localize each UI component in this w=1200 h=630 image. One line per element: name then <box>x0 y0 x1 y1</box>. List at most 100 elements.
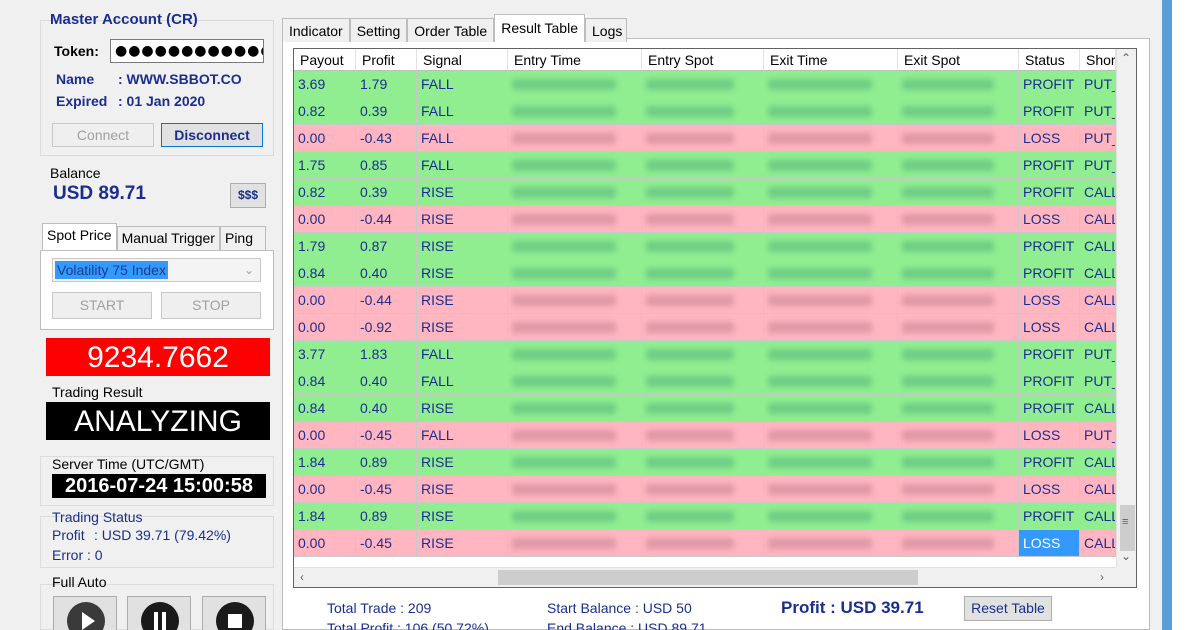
cell-signal[interactable]: FALL <box>417 98 508 125</box>
cell-short[interactable]: CALL <box>1080 314 1116 341</box>
cell-signal[interactable]: FALL <box>417 368 508 395</box>
table-row[interactable]: 0.84 0.40 RISE PROFIT CALL <box>294 395 1116 422</box>
cell-status[interactable]: PROFIT <box>1019 503 1080 530</box>
cell-payout[interactable]: 1.84 <box>294 503 356 530</box>
cell-profit[interactable]: 0.85 <box>356 152 417 179</box>
cell-status[interactable]: PROFIT <box>1019 71 1080 98</box>
col-signal[interactable]: Signal <box>417 49 508 71</box>
cell-entry-time[interactable] <box>508 368 642 395</box>
cell-entry-time[interactable] <box>508 503 642 530</box>
cell-exit-time[interactable] <box>764 530 898 557</box>
vertical-scrollbar[interactable]: ⌃ ≡ ⌄ <box>1116 49 1136 567</box>
cell-exit-time[interactable] <box>764 449 898 476</box>
cell-entry-time[interactable] <box>508 449 642 476</box>
cell-short[interactable]: CALL <box>1080 503 1116 530</box>
cell-payout[interactable]: 0.84 <box>294 260 356 287</box>
cell-payout[interactable]: 0.00 <box>294 422 356 449</box>
tab-ping[interactable]: Ping <box>219 226 266 250</box>
table-row[interactable]: 0.82 0.39 RISE PROFIT CALL <box>294 179 1116 206</box>
cell-status[interactable]: PROFIT <box>1019 179 1080 206</box>
cell-short[interactable]: PUT_ <box>1080 368 1116 395</box>
cell-profit[interactable]: -0.44 <box>356 206 417 233</box>
cell-short[interactable]: CALL <box>1080 476 1116 503</box>
col-status[interactable]: Status <box>1019 49 1080 71</box>
cell-entry-spot[interactable] <box>642 152 764 179</box>
cell-exit-time[interactable] <box>764 233 898 260</box>
cell-payout[interactable]: 3.77 <box>294 341 356 368</box>
cell-exit-time[interactable] <box>764 368 898 395</box>
tab-manual-trigger[interactable]: Manual Trigger <box>116 226 220 250</box>
cell-exit-spot[interactable] <box>898 287 1019 314</box>
cell-entry-time[interactable] <box>508 98 642 125</box>
cell-status[interactable]: PROFIT <box>1019 233 1080 260</box>
cell-exit-time[interactable] <box>764 179 898 206</box>
cell-signal[interactable]: FALL <box>417 341 508 368</box>
cell-exit-spot[interactable] <box>898 503 1019 530</box>
cell-entry-spot[interactable] <box>642 314 764 341</box>
cell-signal[interactable]: RISE <box>417 260 508 287</box>
cell-entry-time[interactable] <box>508 260 642 287</box>
horizontal-scrollbar[interactable]: ‹ › <box>294 567 1116 587</box>
cell-exit-spot[interactable] <box>898 179 1019 206</box>
tab-logs[interactable]: Logs <box>585 18 627 42</box>
cell-entry-spot[interactable] <box>642 71 764 98</box>
cell-signal[interactable]: FALL <box>417 422 508 449</box>
col-payout[interactable]: Payout <box>294 49 356 71</box>
cell-short[interactable]: PUT_ <box>1080 152 1116 179</box>
cell-exit-spot[interactable] <box>898 341 1019 368</box>
cell-exit-time[interactable] <box>764 503 898 530</box>
play-button[interactable] <box>53 596 117 630</box>
cell-payout[interactable]: 0.82 <box>294 179 356 206</box>
cell-payout[interactable]: 0.00 <box>294 206 356 233</box>
tab-order-table[interactable]: Order Table <box>407 18 495 42</box>
cell-exit-spot[interactable] <box>898 422 1019 449</box>
table-row[interactable]: 1.84 0.89 RISE PROFIT CALL <box>294 503 1116 530</box>
cell-profit[interactable]: -0.45 <box>356 422 417 449</box>
cell-short[interactable]: CALL <box>1080 179 1116 206</box>
cell-payout[interactable]: 0.84 <box>294 368 356 395</box>
cell-entry-time[interactable] <box>508 341 642 368</box>
cell-entry-time[interactable] <box>508 287 642 314</box>
table-row[interactable]: 1.84 0.89 RISE PROFIT CALL <box>294 449 1116 476</box>
cell-exit-spot[interactable] <box>898 98 1019 125</box>
col-profit[interactable]: Profit <box>356 49 417 71</box>
cell-payout[interactable]: 0.00 <box>294 530 356 557</box>
cell-short[interactable]: CALL <box>1080 206 1116 233</box>
tab-setting[interactable]: Setting <box>349 18 408 42</box>
cell-profit[interactable]: 0.87 <box>356 233 417 260</box>
cell-entry-spot[interactable] <box>642 125 764 152</box>
cell-entry-spot[interactable] <box>642 395 764 422</box>
cell-status[interactable]: LOSS <box>1019 314 1080 341</box>
tab-indicator[interactable]: Indicator <box>282 18 350 42</box>
cell-entry-spot[interactable] <box>642 422 764 449</box>
cell-payout[interactable]: 1.84 <box>294 449 356 476</box>
cell-status[interactable]: LOSS <box>1019 287 1080 314</box>
cell-exit-time[interactable] <box>764 287 898 314</box>
cell-profit[interactable]: 0.40 <box>356 260 417 287</box>
scroll-right-icon[interactable]: › <box>1100 570 1104 584</box>
cell-signal[interactable]: FALL <box>417 71 508 98</box>
cell-payout[interactable]: 0.00 <box>294 125 356 152</box>
cell-exit-spot[interactable] <box>898 395 1019 422</box>
cell-payout[interactable]: 0.00 <box>294 314 356 341</box>
cell-signal[interactable]: RISE <box>417 476 508 503</box>
cell-status[interactable]: PROFIT <box>1019 368 1080 395</box>
scroll-up-icon[interactable]: ⌃ <box>1121 51 1132 65</box>
cell-signal[interactable]: RISE <box>417 395 508 422</box>
cell-profit[interactable]: 0.89 <box>356 449 417 476</box>
cell-payout[interactable]: 1.75 <box>294 152 356 179</box>
cell-exit-spot[interactable] <box>898 449 1019 476</box>
cell-entry-spot[interactable] <box>642 341 764 368</box>
col-short[interactable]: Short <box>1080 49 1116 71</box>
horizontal-scroll-thumb[interactable] <box>498 570 918 585</box>
cell-signal[interactable]: RISE <box>417 179 508 206</box>
cell-short[interactable]: PUT_ <box>1080 341 1116 368</box>
cell-entry-spot[interactable] <box>642 368 764 395</box>
cell-entry-time[interactable] <box>508 395 642 422</box>
